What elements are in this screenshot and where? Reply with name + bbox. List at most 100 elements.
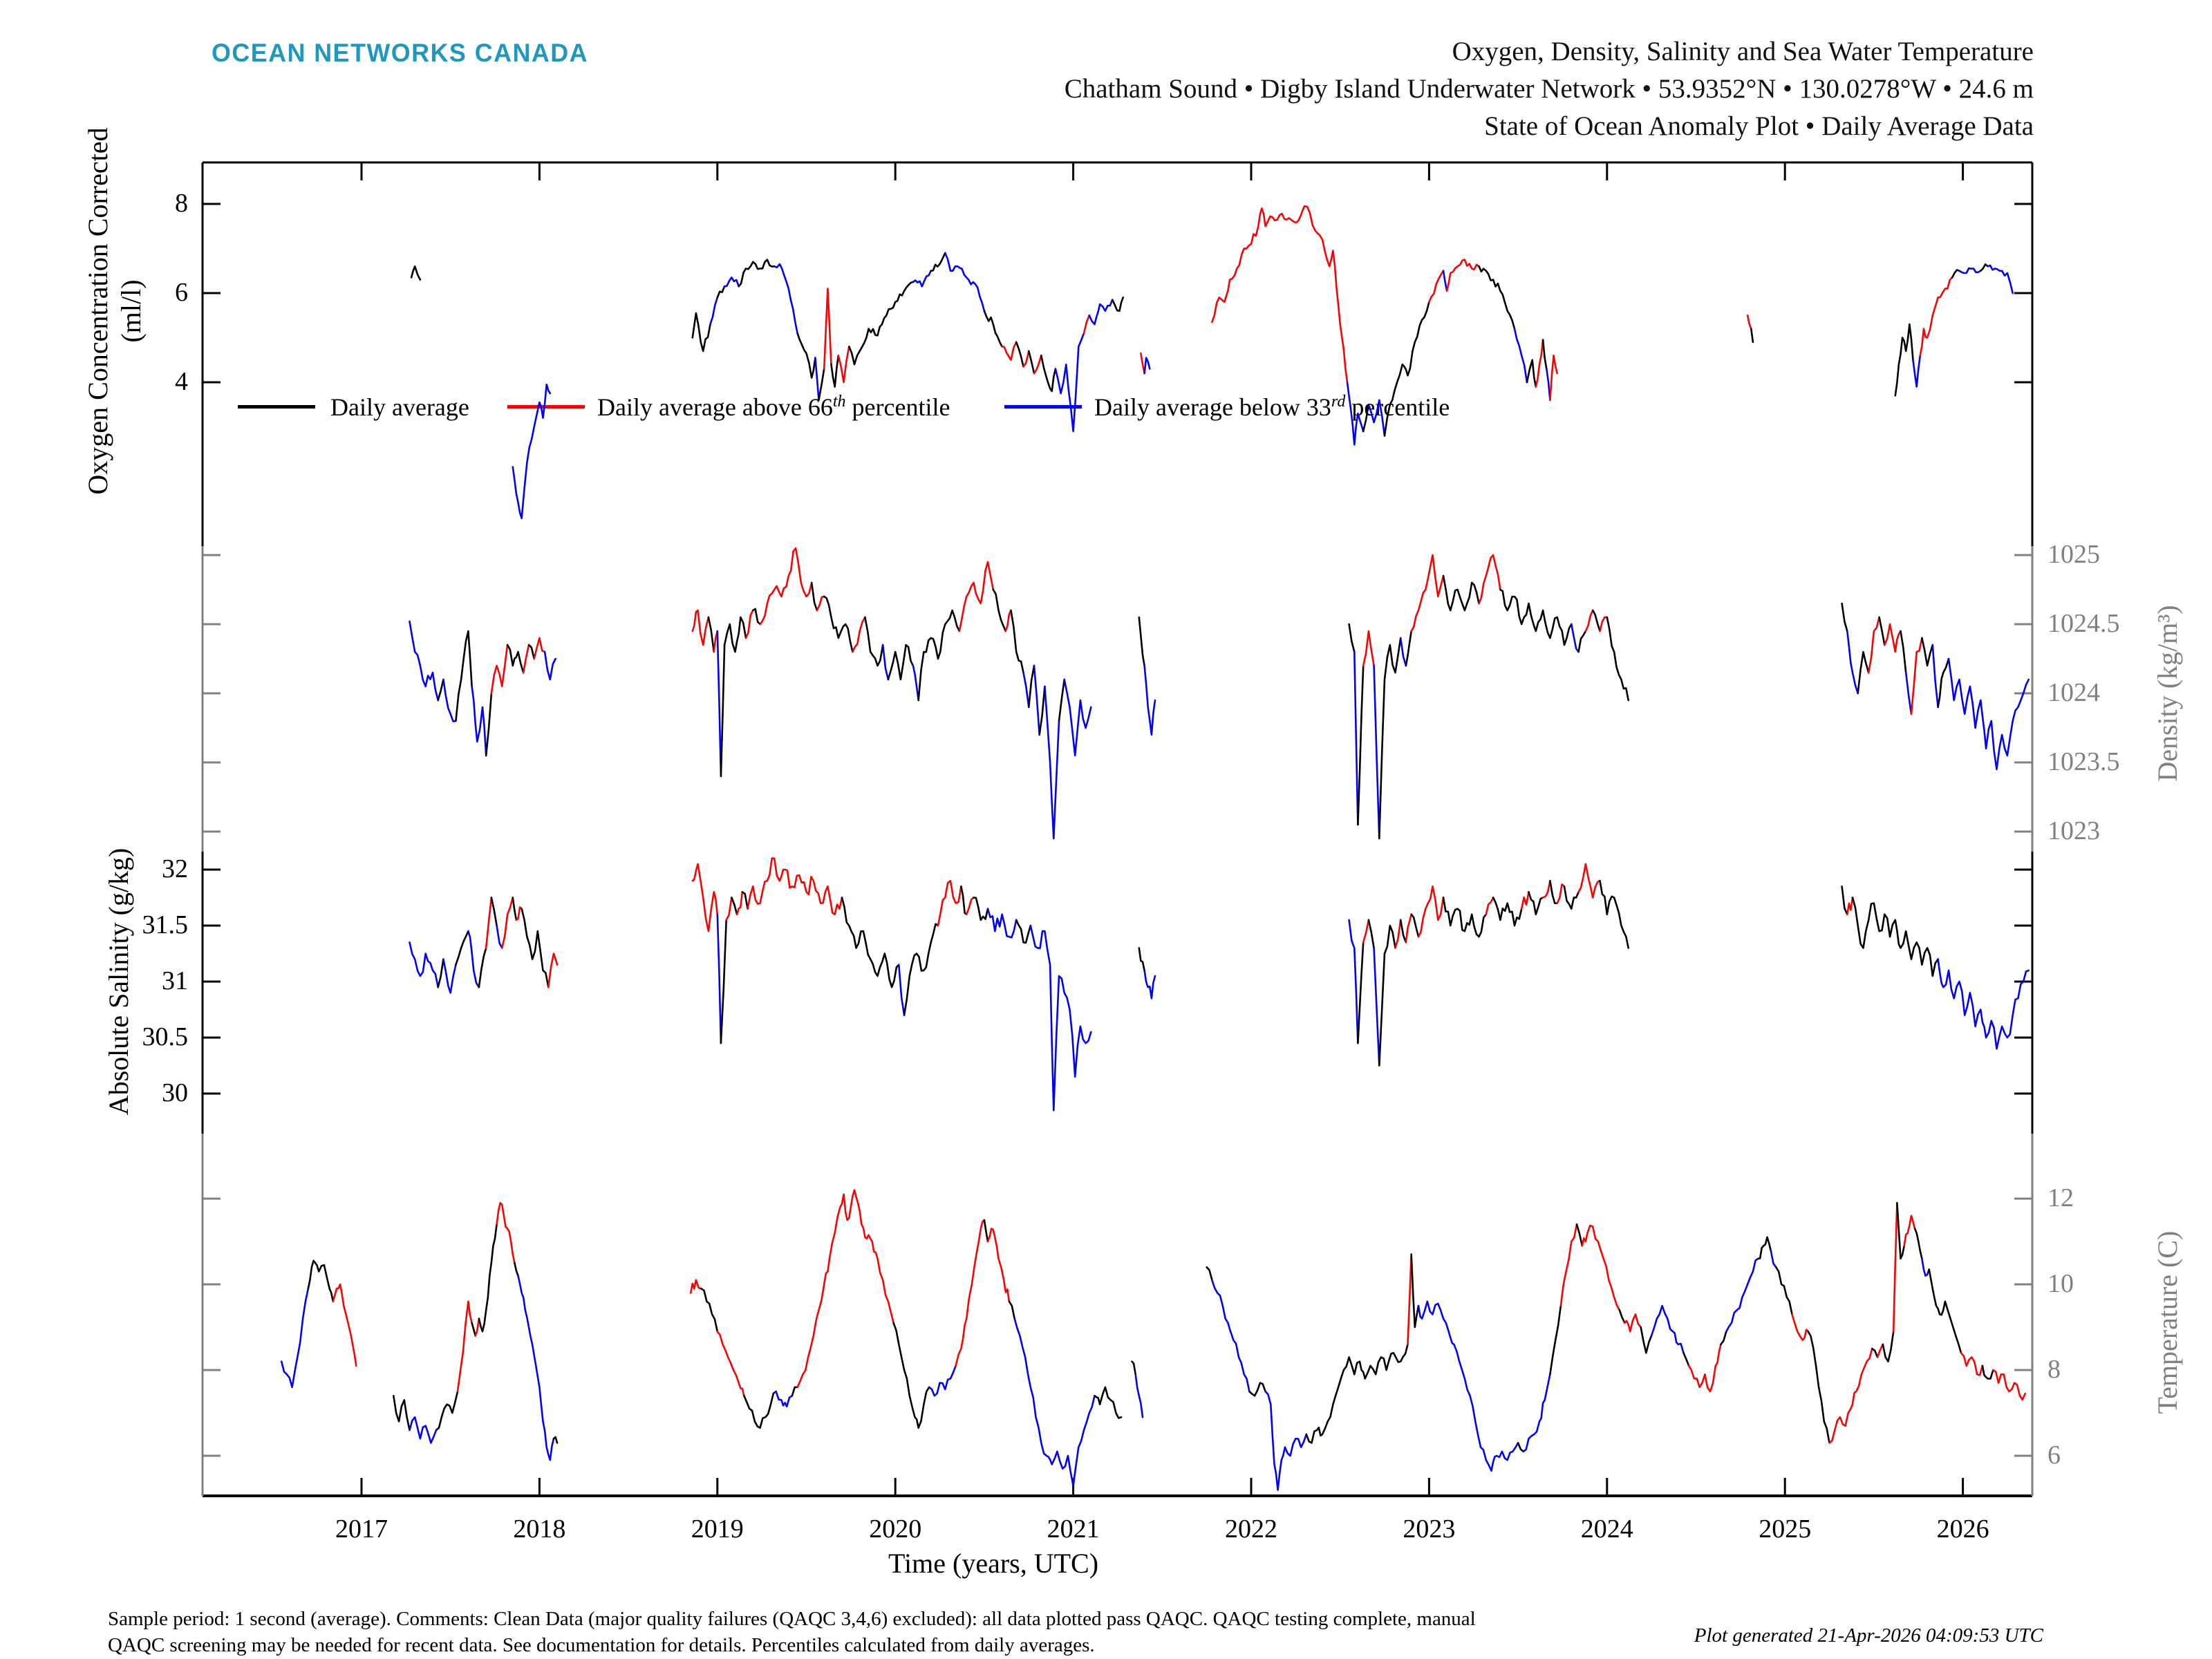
series-segment-temperature	[435, 1390, 459, 1432]
series-segment-temperature	[1640, 1326, 1653, 1354]
series-segment-salinity	[1563, 885, 1580, 910]
series-segment-oxygen	[1022, 350, 1030, 368]
series-segment-oxygen	[823, 288, 832, 370]
series-segment-salinity	[485, 897, 493, 949]
series-segment-density	[1937, 657, 1950, 709]
series-segment-salinity	[1378, 924, 1396, 1067]
series-segment-salinity	[496, 924, 503, 949]
series-segment-temperature	[1549, 1304, 1562, 1376]
series-segment-salinity	[898, 964, 906, 1016]
series-segment-temperature	[1892, 1201, 1898, 1333]
series-segment-temperature	[700, 1287, 719, 1333]
series-segment-salinity	[1937, 958, 2030, 1050]
series-segment-density	[1442, 574, 1480, 612]
series-segment-oxygen	[1211, 205, 1349, 384]
series-segment-temperature	[517, 1275, 555, 1461]
series-segment-temperature	[456, 1300, 473, 1393]
series-segment-temperature	[1211, 1279, 1250, 1393]
series-segment-oxygen	[1526, 359, 1537, 388]
series-segment-temperature	[986, 1228, 1011, 1303]
series-segment-density	[1571, 623, 1580, 653]
series-segment-density	[1857, 650, 1870, 695]
series-segment-salinity	[937, 879, 962, 927]
series-segment-density	[1591, 609, 1601, 632]
series-segment-salinity	[1373, 947, 1380, 1067]
series-segment-density	[1904, 671, 1913, 715]
legend-line-above-66th	[507, 405, 585, 409]
series-segment-salinity	[409, 941, 440, 988]
series-segment-density	[1038, 685, 1046, 736]
series-segment-temperature	[1770, 1249, 1777, 1268]
series-segment-oxygen	[930, 252, 946, 272]
series-segment-density	[1841, 602, 1848, 632]
series-segment-salinity	[1520, 891, 1530, 910]
series-segment-oxygen	[691, 312, 711, 353]
series-segment-oxygen	[738, 259, 776, 288]
series-segment-oxygen	[1919, 276, 1953, 357]
series-segment-salinity	[1410, 913, 1420, 938]
series-segment-density	[506, 644, 525, 674]
series-segment-oxygen	[1346, 381, 1365, 446]
series-segment-temperature	[1775, 1266, 1793, 1315]
series-segment-density	[881, 644, 890, 681]
series-segment-temperature	[1618, 1309, 1626, 1324]
legend-text: Daily average	[330, 393, 469, 421]
series-segment-salinity	[1485, 897, 1494, 916]
series-segment-oxygen	[1140, 352, 1145, 375]
title-line-plot-type: State of Ocean Anomaly Plot • Daily Aver…	[1484, 111, 2034, 141]
series-segment-density	[471, 685, 487, 757]
series-segment-density	[752, 608, 761, 626]
series-segment-density	[1044, 685, 1060, 840]
series-segment-oxygen	[512, 383, 552, 520]
series-segment-density	[1028, 664, 1035, 709]
series-segment-oxygen	[1951, 269, 1960, 279]
series-segment-temperature	[1131, 1360, 1136, 1376]
series-segment-oxygen	[1428, 270, 1445, 303]
series-oxygen	[410, 205, 2014, 520]
legend-sup: th	[832, 393, 846, 411]
series-segment-density	[707, 616, 715, 653]
onc-logo: OCEAN NETWORKS CANADA	[212, 39, 588, 67]
series-segment-temperature	[716, 1330, 745, 1397]
series-segment-density	[1138, 616, 1145, 667]
series-segment-density	[437, 678, 444, 702]
series-segment-density	[691, 609, 710, 646]
series-segment-oxygen	[723, 276, 740, 288]
series-segment-oxygen	[818, 368, 825, 402]
series-segment-salinity	[478, 947, 487, 988]
series-segment-temperature	[1683, 1351, 1690, 1367]
series-segment-salinity	[1492, 897, 1523, 927]
series-segment-density	[1931, 644, 1939, 709]
series-segment-density	[409, 620, 440, 702]
series-segment-temperature	[1896, 1201, 1905, 1260]
series-segment-temperature	[307, 1259, 335, 1303]
series-segment-density	[1357, 664, 1365, 826]
legend-sup: rd	[1331, 393, 1346, 411]
footer-comments-line2: QAQC screening may be needed for recent …	[108, 1634, 1095, 1656]
series-segment-salinity	[741, 891, 749, 910]
series-segment-salinity	[467, 930, 480, 988]
series-segment-density	[1058, 678, 1065, 722]
series-segment-density	[1884, 623, 1902, 653]
series-segment-density	[1921, 637, 1934, 667]
series-segment-temperature	[1410, 1253, 1420, 1329]
series-segment-oxygen	[1535, 339, 1544, 388]
series-segment-temperature	[775, 1390, 794, 1407]
series-segment-density	[1606, 616, 1629, 702]
series-segment-oxygen	[848, 281, 915, 366]
series-segment-density	[455, 630, 473, 722]
series-segment-oxygen	[1541, 339, 1548, 370]
legend-text: percentile	[845, 393, 950, 421]
series-segment-salinity	[747, 857, 843, 916]
series-segment-temperature	[1517, 1442, 1525, 1453]
series-segment-temperature	[1807, 1330, 1830, 1444]
series-segment-oxygen	[1546, 368, 1551, 402]
series-segment-temperature	[1407, 1253, 1412, 1346]
series-segment-density	[1362, 630, 1375, 667]
series-segment-salinity	[521, 908, 550, 988]
series-segment-oxygen	[1912, 354, 1922, 388]
series-segment-salinity	[1541, 879, 1551, 899]
title-line-variables: Oxygen, Density, Salinity and Sea Water …	[1452, 37, 2034, 66]
